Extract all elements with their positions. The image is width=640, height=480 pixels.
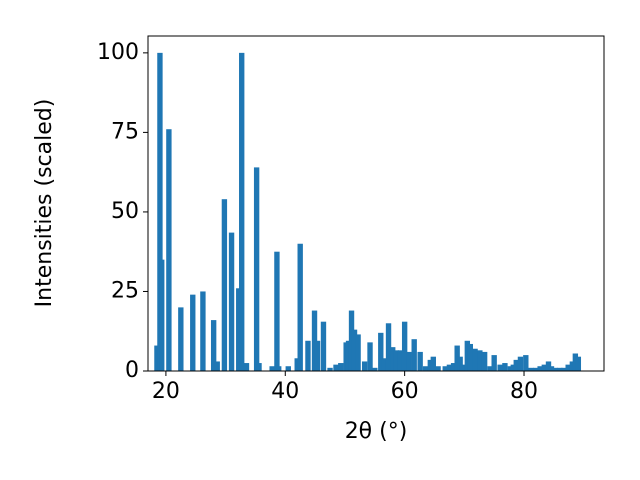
bar — [228, 232, 235, 371]
bar — [457, 356, 463, 371]
bar — [372, 367, 378, 371]
bar — [513, 359, 519, 371]
y-axis-label: Intensities (scaled) — [32, 99, 57, 308]
bar — [537, 366, 543, 371]
bar — [390, 347, 396, 371]
bar — [510, 364, 516, 371]
bar — [450, 363, 457, 371]
bar — [385, 323, 392, 371]
bar — [528, 367, 534, 371]
bar — [253, 167, 260, 371]
bar — [541, 364, 547, 371]
bar — [523, 355, 529, 371]
bar — [178, 307, 184, 371]
bar — [221, 199, 228, 371]
x-axis-label: 2θ (°) — [345, 419, 408, 444]
bar — [397, 350, 404, 371]
y-tick-label: 0 — [125, 358, 139, 383]
bar — [320, 321, 327, 371]
bar — [154, 345, 160, 371]
bar — [297, 243, 303, 371]
bar — [378, 332, 384, 371]
bar — [157, 52, 163, 371]
bar — [393, 350, 399, 371]
bar — [401, 321, 408, 371]
bar — [214, 361, 220, 371]
bar — [472, 348, 478, 371]
bar — [355, 334, 361, 371]
bar — [565, 364, 571, 371]
bar — [256, 363, 262, 371]
bar — [305, 340, 311, 371]
x-tick-label: 40 — [271, 379, 299, 404]
bar — [200, 291, 206, 371]
bar — [236, 288, 242, 371]
bar — [552, 367, 558, 371]
bar — [159, 259, 165, 371]
bar — [243, 363, 250, 371]
bar — [548, 366, 555, 371]
y-tick-label: 100 — [97, 40, 139, 65]
bar — [507, 366, 513, 371]
bar — [333, 364, 339, 371]
bar — [314, 340, 321, 371]
bar — [166, 129, 172, 371]
bar — [348, 310, 355, 371]
bar — [411, 339, 417, 371]
bar — [239, 52, 245, 371]
bar — [572, 353, 579, 371]
bar — [406, 351, 412, 371]
bar — [477, 350, 483, 371]
bar — [361, 361, 368, 371]
bar — [430, 356, 436, 371]
bar — [327, 367, 333, 371]
bar — [459, 364, 466, 371]
x-tick-label: 60 — [391, 379, 419, 404]
bar — [210, 320, 217, 371]
bar — [497, 364, 503, 371]
y-tick-label: 50 — [111, 199, 139, 224]
x-tick-label: 20 — [152, 379, 180, 404]
bar — [487, 366, 493, 371]
bar — [274, 251, 280, 371]
bar — [446, 364, 453, 371]
bar — [575, 356, 582, 371]
bar — [417, 351, 423, 371]
y-tick-label: 75 — [111, 119, 139, 144]
bar — [351, 329, 358, 371]
bar — [294, 358, 300, 371]
bar — [557, 367, 563, 371]
bar — [481, 351, 488, 371]
bar — [491, 355, 497, 371]
bar — [269, 366, 275, 371]
bar — [545, 361, 552, 371]
bar — [422, 366, 429, 371]
plot-frame — [147, 35, 605, 372]
bar — [533, 367, 539, 371]
bar — [338, 363, 344, 371]
y-tick-label: 25 — [111, 278, 139, 303]
bar — [276, 366, 282, 371]
bar — [467, 343, 473, 371]
bar — [190, 294, 196, 371]
bar — [381, 358, 388, 371]
bar — [345, 340, 352, 371]
x-tick-label: 80 — [510, 379, 538, 404]
bar — [502, 363, 508, 371]
bar — [442, 366, 448, 371]
bar — [435, 366, 441, 371]
bar — [285, 366, 291, 371]
bar — [367, 342, 373, 371]
bar — [517, 356, 524, 371]
bar — [427, 359, 433, 371]
bar — [454, 345, 460, 371]
bar — [561, 367, 567, 371]
bar — [569, 361, 576, 371]
bar — [464, 340, 471, 371]
bar — [311, 310, 318, 371]
